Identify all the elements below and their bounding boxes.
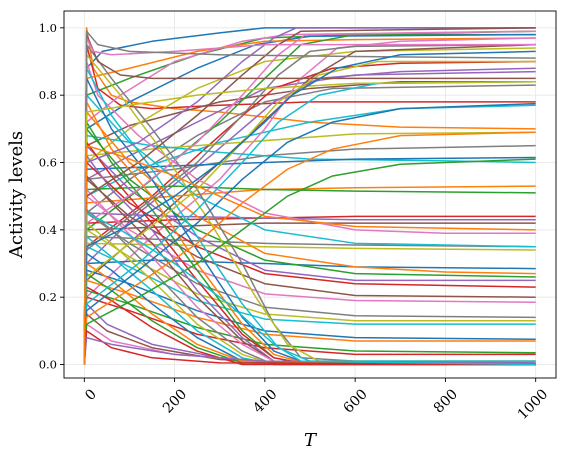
y-tick-label: 0.4 bbox=[39, 223, 57, 237]
y-tick-label: 0.2 bbox=[39, 290, 57, 304]
series-line-65 bbox=[83, 27, 536, 365]
series-line-73 bbox=[83, 330, 536, 366]
plot-frame bbox=[63, 10, 557, 379]
x-tick-label: 0 bbox=[82, 386, 100, 404]
x-tick-label: 1000 bbox=[515, 386, 552, 423]
series-line-48 bbox=[83, 54, 536, 365]
x-tick-label: 200 bbox=[160, 386, 190, 416]
series-line-69 bbox=[83, 80, 536, 365]
y-tick-label: 0.0 bbox=[39, 358, 57, 372]
y-tick-label: 1.0 bbox=[39, 21, 57, 35]
x-tick-label: 600 bbox=[341, 386, 371, 416]
x-axis-label: T bbox=[304, 430, 318, 451]
series-line-4 bbox=[83, 70, 536, 365]
series-line-14 bbox=[83, 67, 536, 365]
series-line-72 bbox=[83, 158, 536, 365]
series-line-39 bbox=[83, 245, 536, 365]
series-line-78 bbox=[83, 80, 536, 365]
series-line-63 bbox=[83, 286, 536, 366]
series-line-75 bbox=[83, 33, 536, 365]
series-line-31 bbox=[83, 111, 536, 365]
series-line-64 bbox=[83, 27, 536, 365]
axis-ticks: 0.0 0.2 0.4 0.6 0.8 1.0 0 200 400 600 800 1000 bbox=[39, 21, 552, 423]
series-line-71 bbox=[83, 131, 536, 365]
y-tick-label: 0.8 bbox=[39, 88, 57, 102]
series-line-77 bbox=[83, 30, 536, 365]
series-line-13 bbox=[83, 60, 536, 365]
series-line-43 bbox=[83, 296, 536, 365]
series-lines bbox=[83, 27, 536, 366]
series-line-76 bbox=[83, 37, 536, 365]
series-line-53 bbox=[83, 141, 536, 366]
series-line-80 bbox=[83, 50, 536, 365]
series-line-49 bbox=[83, 67, 536, 365]
series-line-70 bbox=[83, 102, 536, 365]
y-axis-label: Activity levels bbox=[6, 131, 27, 259]
series-line-81 bbox=[83, 144, 536, 365]
x-tick-label: 800 bbox=[431, 386, 461, 416]
y-tick-label: 0.6 bbox=[39, 156, 57, 170]
x-tick-label: 400 bbox=[250, 386, 280, 416]
series-line-79 bbox=[83, 212, 536, 366]
series-line-67 bbox=[83, 43, 536, 365]
